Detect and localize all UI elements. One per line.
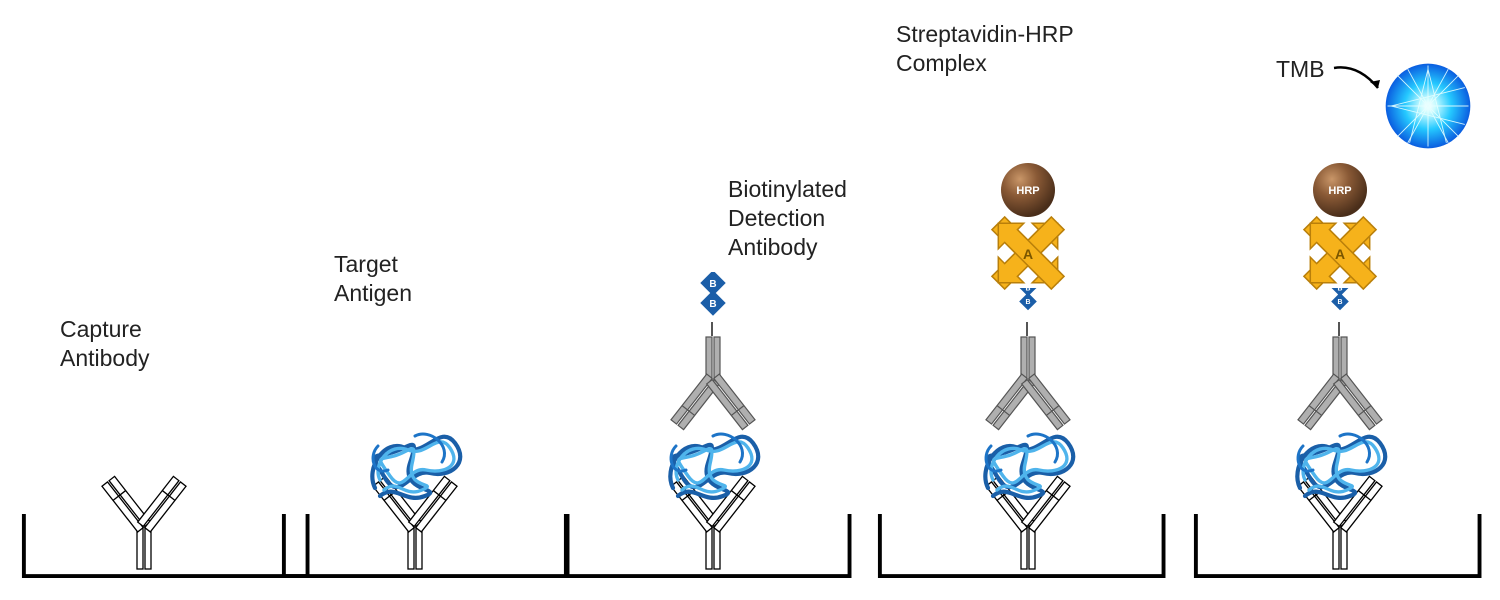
streptavidin-icon — [1295, 208, 1385, 298]
panel-1 — [20, 20, 268, 580]
label-tmb: TMB — [1276, 55, 1325, 84]
link-line — [1026, 322, 1028, 336]
label-target-antigen: Target Antigen — [334, 250, 412, 308]
tmb-arrow-icon — [1330, 62, 1388, 102]
link-line — [1338, 322, 1340, 336]
detection-antibody-icon — [968, 334, 1088, 434]
link-line — [711, 322, 713, 336]
hrp-icon — [1310, 160, 1370, 220]
panel-2 — [280, 20, 550, 580]
panel-3 — [562, 20, 864, 580]
antigen-icon — [360, 418, 470, 508]
label-capture-antibody: Capture Antibody — [60, 315, 150, 373]
label-biotinylated-detection-antibody: Biotinylated Detection Antibody — [728, 175, 847, 261]
panel-5 — [1192, 20, 1488, 580]
streptavidin-icon — [983, 208, 1073, 298]
detection-antibody-icon — [1280, 334, 1400, 434]
panel-4 — [876, 20, 1180, 580]
detection-antibody-icon — [653, 334, 773, 434]
hrp-icon — [998, 160, 1058, 220]
tmb-burst-icon — [1382, 60, 1474, 152]
label-streptavidin-hrp-complex: Streptavidin-HRP Complex — [896, 20, 1074, 78]
capture-antibody-icon — [84, 472, 204, 572]
biotin-icon — [693, 272, 733, 324]
